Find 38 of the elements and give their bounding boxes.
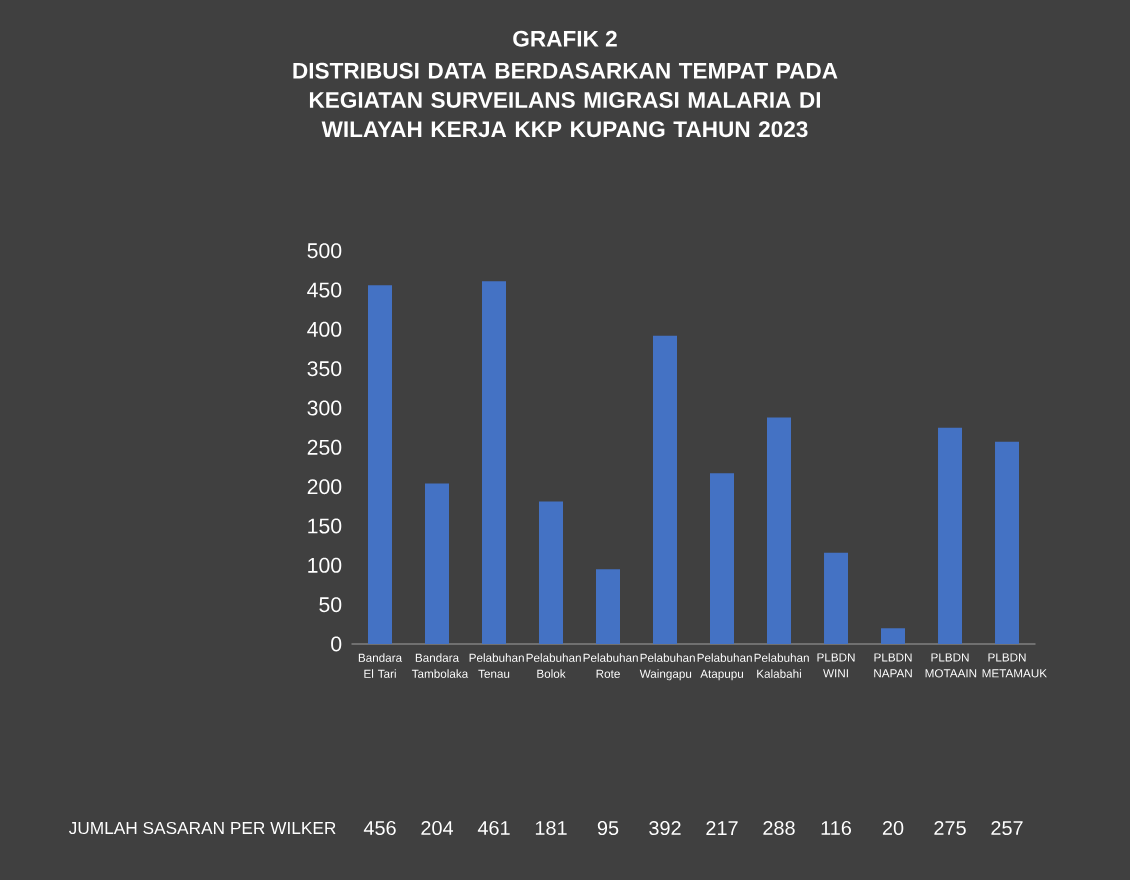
y-tick-label: 500 <box>307 243 342 259</box>
data-label: 288 <box>763 820 795 836</box>
bar <box>767 417 792 644</box>
bar <box>368 285 392 644</box>
bar <box>482 281 506 644</box>
data-label: 181 <box>535 820 567 836</box>
bar <box>425 483 449 644</box>
data-label: 392 <box>649 820 681 836</box>
y-tick-label: 400 <box>307 321 342 337</box>
bar <box>710 473 734 644</box>
chart-title: GRAFIK 2 <box>513 30 617 47</box>
data-label: 257 <box>991 820 1023 836</box>
bar <box>539 501 563 644</box>
data-label: 461 <box>477 820 510 836</box>
y-tick-label: 150 <box>308 518 342 534</box>
data-label: 20 <box>882 820 904 836</box>
bar <box>995 441 1020 644</box>
y-tick-label: 200 <box>307 479 342 495</box>
bar <box>653 335 677 644</box>
data-label: 275 <box>934 820 966 836</box>
y-tick-label: 250 <box>307 439 342 455</box>
bar <box>824 552 849 644</box>
data-label: 116 <box>821 820 852 836</box>
y-tick-label: 350 <box>307 361 342 377</box>
chart-subtitle: DISTRIBUSI DATA BERDASARKAN TEMPAT PADA KEGIATAN SURVEILANS MIGRASI MALARIA DI WILAYAH KERJA KKP KUPANG TAHUN 2023 <box>293 62 838 138</box>
data-label: 204 <box>421 820 454 836</box>
data-label: 95 <box>597 820 619 836</box>
y-tick-label: 450 <box>307 282 342 298</box>
text: JUMLAH SASARAN PER WILKER <box>68 821 336 835</box>
bar <box>881 628 906 644</box>
y-tick-label: 300 <box>307 400 342 416</box>
y-tick-label: 50 <box>319 597 342 613</box>
bar <box>596 569 620 644</box>
y-tick-label: 100 <box>308 557 342 573</box>
bar <box>938 427 963 644</box>
data-label: 217 <box>706 821 738 835</box>
y-tick-label: 0 <box>331 636 342 652</box>
data-label: 456 <box>363 820 396 836</box>
